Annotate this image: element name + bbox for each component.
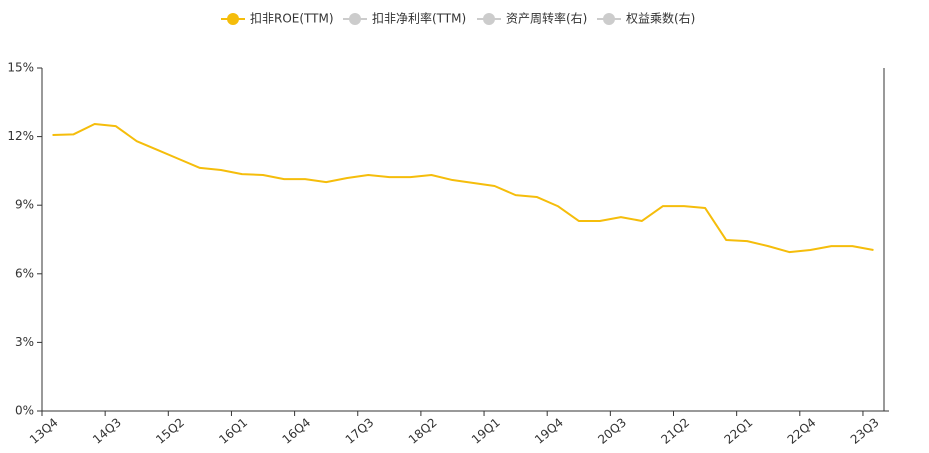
legend-item[interactable]: 扣非净利率(TTM) — [343, 11, 466, 26]
legend-label: 扣非净利率(TTM) — [372, 11, 466, 26]
x-tick-label: 19Q1 — [469, 415, 503, 447]
legend-icon — [483, 13, 495, 25]
legend-icon — [227, 13, 239, 25]
y-tick-label: 9% — [15, 198, 34, 212]
x-tick-label: 16Q4 — [280, 415, 314, 447]
x-tick-label: 21Q2 — [658, 415, 692, 447]
legend-label: 资产周转率(右) — [506, 11, 587, 26]
series-line — [52, 123, 874, 254]
x-tick-label: 16Q1 — [216, 415, 250, 447]
y-tick-label: 3% — [15, 335, 34, 349]
x-tick-label: 14Q3 — [90, 415, 124, 447]
y-tick-label: 15% — [7, 61, 34, 75]
legend-item[interactable]: 权益乘数(右) — [597, 11, 695, 26]
x-tick-label: 17Q3 — [343, 415, 377, 447]
x-tick-label: 22Q1 — [722, 415, 756, 447]
y-tick-label: 6% — [15, 266, 34, 280]
legend-label: 扣非ROE(TTM) — [250, 12, 334, 26]
x-tick-label: 22Q4 — [785, 415, 819, 447]
x-tick-label: 20Q3 — [595, 415, 629, 447]
legend-icon — [603, 13, 615, 25]
legend-item[interactable]: 扣非ROE(TTM) — [221, 12, 334, 26]
y-tick-label: 12% — [7, 129, 34, 143]
x-tick-label: 15Q2 — [153, 415, 187, 447]
legend-label: 权益乘数(右) — [626, 11, 695, 26]
x-tick-label: 13Q4 — [27, 415, 61, 447]
x-tick-label: 19Q4 — [532, 415, 566, 447]
legend-item[interactable]: 资产周转率(右) — [477, 11, 587, 26]
y-tick-label: 0% — [15, 404, 34, 418]
legend-icon — [349, 13, 361, 25]
x-tick-label: 23Q3 — [848, 415, 882, 447]
x-tick-label: 18Q2 — [406, 415, 440, 447]
